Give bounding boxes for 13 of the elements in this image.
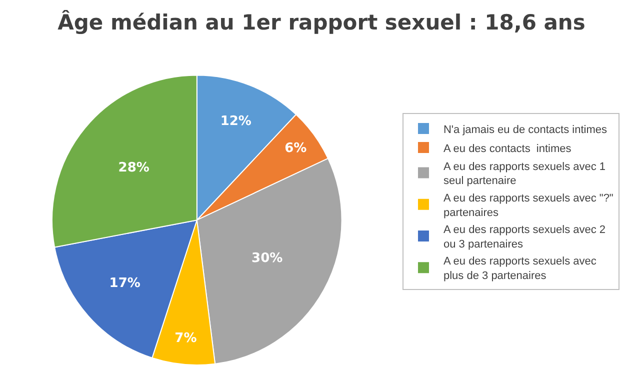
data-label: 6% — [284, 140, 307, 156]
legend-label: A eu des rapports sexuels avec 1 seul partenaire — [443, 160, 606, 188]
legend-label: N'a jamais eu de contacts intimes — [443, 124, 608, 136]
data-label: 12% — [220, 114, 252, 130]
data-label: 17% — [109, 276, 140, 292]
legend-label: A eu des rapports sexuels avec "?" partenaires — [443, 192, 614, 219]
data-label: 30% — [252, 251, 283, 266]
legend-label: A eu des rapports sexuels avec plus de 3 partenaires — [443, 256, 597, 282]
data-label: 28% — [118, 160, 150, 176]
chart-title: Âge médian au 1er rapport sexuel : 18,6 ans — [58, 10, 586, 35]
data-label: 7% — [174, 331, 197, 346]
legend-label: A eu des rapports sexuels avec 2 ou 3 partenaires — [443, 224, 606, 250]
legend-label: A eu des contacts intimes — [443, 142, 572, 155]
